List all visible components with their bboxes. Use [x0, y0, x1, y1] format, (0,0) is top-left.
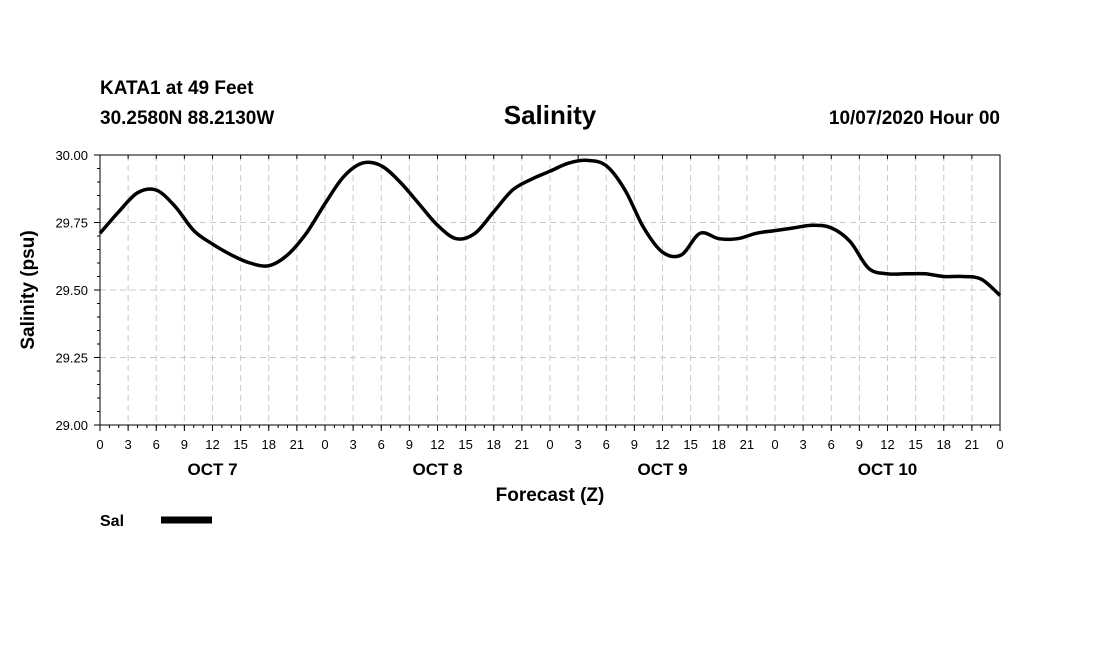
- day-labels: OCT 7 OCT 8 OCT 9 OCT 10: [187, 460, 917, 479]
- x-tick-label: 9: [856, 437, 863, 452]
- day-label: OCT 10: [858, 460, 918, 479]
- x-tick-label: 6: [153, 437, 160, 452]
- x-tick-label: 6: [603, 437, 610, 452]
- day-label: OCT 9: [637, 460, 687, 479]
- x-tick-label: 0: [996, 437, 1003, 452]
- y-axis-label: Salinity (psu): [18, 230, 39, 349]
- x-tick-label: 6: [378, 437, 385, 452]
- x-axis-ticks: 0 3 6 9 12 15 18 21 0 3 6 9 12 15 18 21 0 3 6 9 12 15 18 21 0 3 6 9…: [96, 155, 1004, 452]
- x-axis-label: Forecast (Z): [496, 485, 605, 506]
- x-tick-label: 21: [740, 437, 754, 452]
- x-tick-label: 0: [96, 437, 103, 452]
- x-tick-label: 0: [771, 437, 778, 452]
- legend-label: Sal: [100, 513, 124, 530]
- x-tick-label: 15: [908, 437, 922, 452]
- x-tick-label: 21: [515, 437, 529, 452]
- y-axis-ticks: 29.00 29.25 29.50 29.75 30.00: [55, 148, 100, 433]
- x-tick-label: 3: [125, 437, 132, 452]
- x-tick-label: 12: [205, 437, 219, 452]
- chart-title: Salinity: [504, 100, 597, 130]
- day-label: OCT 8: [412, 460, 462, 479]
- x-tick-label: 0: [321, 437, 328, 452]
- x-tick-label: 9: [406, 437, 413, 452]
- y-tick-label: 30.00: [55, 148, 88, 163]
- x-tick-label: 18: [712, 437, 726, 452]
- y-tick-label: 29.75: [55, 216, 88, 231]
- x-tick-label: 12: [880, 437, 894, 452]
- station-label: KATA1 at 49 Feet: [100, 78, 254, 99]
- x-tick-label: 21: [290, 437, 304, 452]
- x-tick-label: 15: [683, 437, 697, 452]
- x-tick-label: 18: [487, 437, 501, 452]
- plot-frame: [99, 154, 1001, 426]
- x-tick-label: 0: [546, 437, 553, 452]
- x-tick-label: 12: [655, 437, 669, 452]
- grid-lines: [100, 155, 1000, 425]
- run-time: 10/07/2020 Hour 00: [829, 108, 1000, 129]
- x-tick-label: 3: [575, 437, 582, 452]
- x-tick-label: 9: [181, 437, 188, 452]
- x-tick-label: 15: [458, 437, 472, 452]
- x-tick-label: 15: [233, 437, 247, 452]
- y-tick-label: 29.50: [55, 283, 88, 298]
- day-label: OCT 7: [187, 460, 237, 479]
- x-tick-label: 18: [937, 437, 951, 452]
- x-tick-label: 9: [631, 437, 638, 452]
- x-tick-label: 12: [430, 437, 444, 452]
- y-tick-label: 29.00: [55, 418, 88, 433]
- x-tick-label: 21: [965, 437, 979, 452]
- x-tick-label: 3: [800, 437, 807, 452]
- x-tick-label: 18: [262, 437, 276, 452]
- y-tick-label: 29.25: [55, 351, 88, 366]
- x-tick-label: 6: [828, 437, 835, 452]
- series-line-sal: [98, 158, 1002, 297]
- x-tick-label: 3: [350, 437, 357, 452]
- station-coords: 30.2580N 88.2130W: [100, 108, 274, 129]
